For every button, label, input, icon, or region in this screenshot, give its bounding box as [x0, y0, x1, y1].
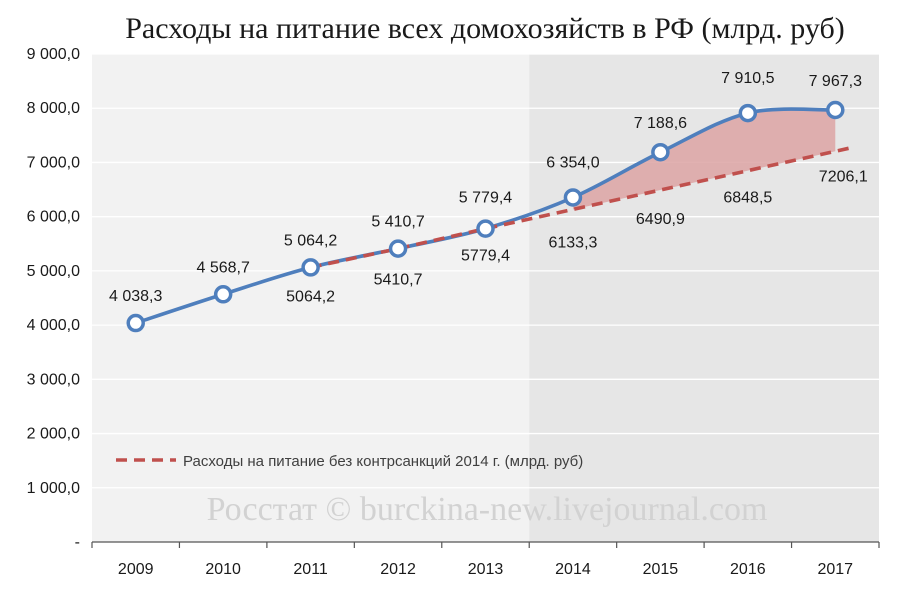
x-tick-label: 2009	[118, 561, 154, 578]
x-tick-label: 2011	[293, 561, 328, 578]
actual-value-label: 7 188,6	[634, 115, 687, 132]
y-tick-label: 4 000,0	[27, 317, 80, 334]
data-point-marker	[213, 285, 233, 304]
legend-label-baseline: Расходы на питание без контрсанкций 2014…	[183, 453, 583, 470]
data-point-marker	[301, 258, 320, 277]
actual-value-label: 4 568,7	[196, 259, 249, 276]
actual-value-label: 7 967,3	[809, 73, 862, 90]
data-labels: 4 038,3 4 568,7 5 064,2 5 410,7 5 779,4 6 354…	[109, 70, 868, 305]
actual-value-label: 5 410,7	[371, 214, 424, 231]
baseline-value-label: 6848,5	[723, 190, 772, 207]
y-tick-label: 5 000,0	[27, 263, 80, 280]
legend: Расходы на питание без контрсанкций 2014…	[116, 453, 583, 470]
x-tick-label: 2017	[817, 561, 853, 578]
axes: - 1 000,0 2 000,0 3 000,0 4 000,0 5 000,0 6 00…	[27, 46, 880, 578]
sanctions-gap-area	[572, 109, 836, 210]
baseline-value-label: 6490,9	[636, 211, 685, 228]
y-tick-label: 2 000,0	[27, 426, 80, 443]
y-tick-label: -	[75, 534, 80, 551]
y-tick-label: 3 000,0	[27, 371, 80, 388]
baseline-value-label: 6133,3	[548, 234, 597, 251]
y-tick-label: 9 000,0	[27, 46, 80, 63]
y-tick-label: 6 000,0	[27, 209, 80, 226]
baseline-value-label: 5064,2	[286, 288, 335, 305]
x-tick-label: 2015	[643, 561, 679, 578]
x-tick-label: 2012	[380, 561, 416, 578]
x-tick-label: 2013	[468, 561, 504, 578]
x-tick-label: 2016	[730, 561, 766, 578]
watermark: Росстат © burckina-new.livejournal.com	[207, 491, 768, 528]
y-tick-label: 7 000,0	[27, 154, 80, 171]
actual-value-label: 4 038,3	[109, 288, 162, 305]
chart-title: Расходы на питание всех домохозяйств в Р…	[125, 12, 845, 45]
data-point-marker	[388, 239, 408, 258]
baseline-value-label: 7206,1	[819, 168, 868, 185]
baseline-value-label: 5779,4	[461, 248, 510, 265]
y-tick-label: 1 000,0	[27, 480, 80, 497]
data-point-marker	[476, 219, 495, 238]
baseline-value-label: 5410,7	[374, 272, 423, 289]
data-point-marker	[826, 100, 845, 120]
data-point-marker	[563, 188, 583, 207]
data-point-marker	[651, 142, 670, 162]
actual-value-label: 7 910,5	[721, 70, 774, 87]
y-tick-label: 8 000,0	[27, 100, 80, 117]
actual-value-label: 6 354,0	[546, 154, 599, 171]
gap-fill-area	[572, 109, 836, 210]
plot-area-background	[92, 54, 530, 542]
x-tick-label: 2010	[205, 561, 241, 578]
baseline-dashed-line	[310, 145, 852, 270]
x-tick-label: 2014	[555, 561, 591, 578]
data-point-marker	[738, 103, 758, 123]
data-point-marker	[126, 313, 145, 333]
actual-value-label: 5 064,2	[284, 232, 337, 249]
actual-value-label: 5 779,4	[459, 190, 512, 207]
data-markers	[126, 100, 845, 333]
